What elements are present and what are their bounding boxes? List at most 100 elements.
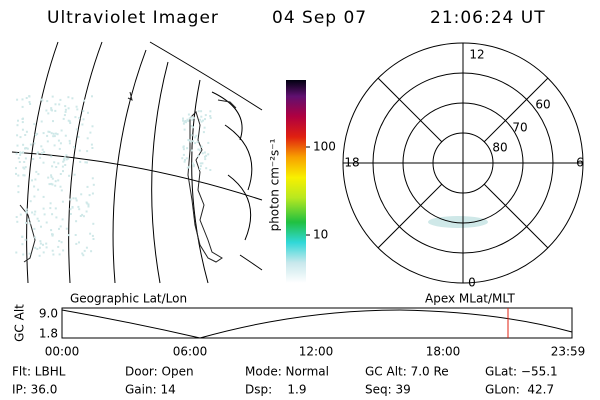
emission-pixel	[182, 148, 185, 151]
emission-pixel	[81, 213, 84, 216]
emission-pixel	[69, 122, 72, 124]
emission-pixel	[34, 246, 37, 249]
emission-pixel	[23, 161, 26, 163]
emission-pixel	[53, 144, 56, 147]
emission-pixel	[33, 185, 36, 188]
emission-pixel	[183, 128, 186, 131]
emission-pixel	[85, 246, 88, 249]
emission-pixel	[59, 173, 62, 175]
info-field: Seq: 39	[365, 383, 411, 397]
emission-pixel	[29, 200, 32, 203]
emission-pixel	[29, 103, 32, 105]
emission-pixel	[24, 166, 27, 169]
right-label: Apex MLat/MLT	[425, 292, 515, 306]
emission-pixel	[27, 218, 30, 221]
emission-pixel	[50, 155, 53, 158]
emission-pixel	[50, 174, 53, 177]
emission-pixel	[62, 170, 64, 173]
emission-pixel	[74, 234, 77, 236]
emission-pixel	[62, 160, 65, 163]
emission-pixel	[60, 241, 63, 244]
emission-pixel	[46, 100, 49, 103]
emission-pixel	[74, 116, 77, 119]
emission-pixel	[22, 166, 25, 169]
info-field: Mode: Normal	[245, 365, 329, 379]
emission-pixel	[45, 246, 48, 249]
emission-pixel	[77, 135, 80, 138]
emission-pixel	[25, 97, 28, 99]
emission-pixel	[65, 158, 68, 161]
x-tick-label: 06:00	[173, 345, 208, 359]
emission-pixel	[91, 125, 94, 128]
info-field: GLon: 42.7	[485, 383, 554, 397]
emission-pixel	[24, 238, 27, 241]
emission-pixel	[205, 167, 208, 170]
emission-pixel	[204, 155, 206, 158]
emission-pixel	[75, 199, 78, 202]
info-field: Door: Open	[125, 365, 194, 379]
emission-pixel	[69, 208, 72, 211]
emission-pixel	[58, 147, 61, 150]
emission-pixel	[209, 169, 212, 171]
emission-pixel	[54, 109, 57, 112]
emission-pixel	[52, 253, 55, 256]
emission-pixel	[52, 135, 55, 138]
emission-pixel	[25, 208, 28, 211]
emission-pixel	[49, 202, 52, 205]
emission-pixel	[53, 135, 56, 138]
emission-pixel	[64, 164, 67, 166]
emission-pixel	[16, 220, 19, 223]
emission-pixel	[85, 161, 88, 164]
emission-pixel	[62, 117, 65, 120]
emission-pixel	[182, 119, 185, 122]
emission-pixel	[50, 107, 53, 110]
emission-pixel	[186, 166, 189, 169]
emission-pixel	[58, 253, 61, 256]
emission-pixel	[37, 220, 40, 222]
y-tick-label: 9.0	[39, 307, 58, 321]
emission-pixel	[43, 151, 46, 153]
emission-pixel	[186, 118, 189, 121]
emission-pixel	[181, 157, 184, 160]
emission-pixel	[48, 131, 51, 133]
emission-pixel	[186, 147, 189, 150]
emission-pixel	[62, 249, 65, 252]
x-tick-label: 12:00	[299, 345, 334, 359]
emission-pixel	[50, 176, 53, 178]
emission-pixel	[46, 140, 49, 143]
emission-pixel	[17, 185, 20, 188]
emission-pixel	[182, 146, 185, 149]
emission-pixel	[60, 129, 63, 132]
emission-pixel	[42, 251, 45, 254]
y-label: GC Alt	[13, 304, 27, 342]
emission-pixel	[87, 205, 90, 208]
emission-pixel	[71, 206, 74, 208]
emission-pixel	[28, 95, 31, 98]
emission-pixel	[49, 207, 52, 210]
emission-pixel	[86, 185, 89, 188]
emission-pixel	[200, 110, 203, 113]
emission-pixel	[188, 117, 191, 120]
emission-pixel	[91, 177, 94, 180]
emission-pixel	[67, 119, 70, 122]
emission-pixel	[21, 118, 24, 120]
emission-pixel	[87, 203, 90, 206]
info-field: Flt: LBHL	[12, 365, 66, 379]
hour-label: 0	[468, 276, 476, 290]
emission-pixel	[57, 162, 60, 165]
emission-pixel	[36, 217, 39, 220]
emission-pixel	[39, 240, 42, 243]
emission-pixel	[67, 96, 70, 99]
emission-pixel	[19, 213, 22, 216]
emission-pixel	[197, 148, 200, 151]
emission-pixel	[45, 221, 48, 224]
emission-pixel	[48, 183, 51, 186]
emission-pixel	[191, 162, 194, 165]
emission-pixel	[89, 131, 92, 134]
x-tick-label: 00:00	[45, 345, 80, 359]
emission-pixel	[33, 142, 36, 145]
date: 04 Sep 07	[272, 8, 367, 28]
emission-pixel	[73, 146, 75, 149]
emission-pixel	[192, 140, 195, 143]
